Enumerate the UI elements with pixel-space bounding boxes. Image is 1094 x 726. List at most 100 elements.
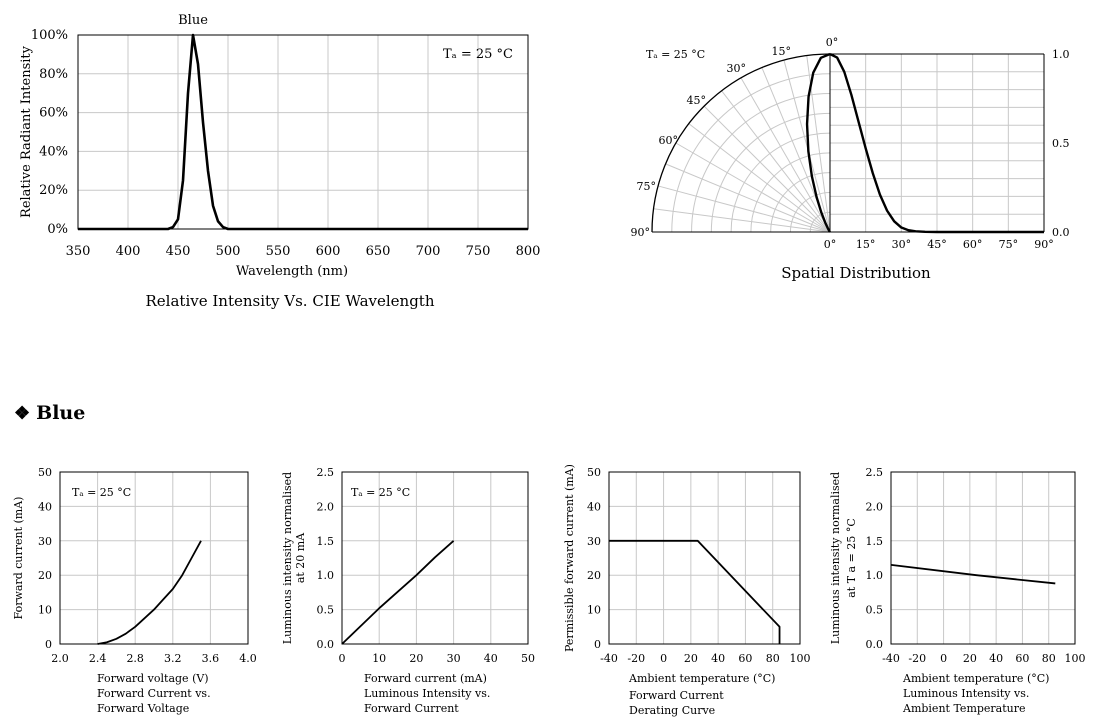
y-tick-label: 40 [38,500,52,513]
polar-grid-ray [653,208,831,233]
x-tick-label: -20 [908,652,926,665]
x-tick-label: 60 [1015,652,1029,665]
x-tick-label: 100 [790,652,811,665]
y-tick-label: 10 [38,604,52,617]
chart-caption: Luminous Intensity vs. [903,687,1029,700]
intensity-axis-label: 0.0 [1052,226,1070,239]
data-series-line [890,563,1056,585]
chart-caption: Forward Voltage [97,702,189,715]
plot-frame [608,471,801,645]
condition-annotation: Tₐ = 25 °C [646,48,705,61]
y-tick-label: 2.0 [866,500,884,513]
y-axis-label: Luminous intensity normalised [281,472,294,644]
y-tick-label: 2.0 [317,500,335,513]
y-tick-label: 0% [47,222,68,237]
y-tick-label: 40 [587,500,601,513]
polar-grid-ray [675,142,831,233]
y-axis-label: Permissible forward current (mA) [563,464,576,652]
x-tick-label: 20 [963,652,977,665]
x-tick-label: 20 [409,652,423,665]
angle-axis-label: 15° [856,238,876,251]
chart-caption: Forward Current [629,689,724,702]
x-tick-label: 40 [484,652,498,665]
condition-annotation: Tₐ = 25 °C [443,47,513,62]
diamond-bullet-icon: ❖ [14,403,31,424]
polar-angle-label: 30° [727,62,747,75]
x-tick-label: 40 [989,652,1003,665]
intensity-curve [829,52,1044,234]
chart-lt: -40 -20 0 20 40 60 80 100 0.0 0.5 1.0 1.5 2.0 2.5 Ambi… [829,466,1086,715]
polar-grid-ray [740,77,831,233]
x-tick-label: -40 [600,652,618,665]
x-tick-label: 40 [711,652,725,665]
y-tick-label: 1.0 [866,569,884,582]
data-series-line [341,540,455,645]
x-axis-label: Ambient temperature (°C) [628,672,775,685]
x-tick-label: 60 [738,652,752,665]
x-tick-label: 20 [684,652,698,665]
x-tick-label: -20 [627,652,645,665]
chart-caption: Ambient Temperature [902,702,1026,715]
x-tick-label: 350 [66,244,91,259]
chart-iv: 2.0 2.4 2.8 3.2 3.6 4.0 0 10 20 30 40 50 Tₐ = 25 °C F… [12,466,257,715]
y-tick-label: 60% [39,106,68,121]
y-axis-label: Luminous intensity normalised [829,472,842,644]
polar-grid-ray [657,185,831,233]
polar-grid-ray [721,90,831,233]
y-tick-label: 0.0 [866,638,884,651]
angle-axis-label: 90° [1034,238,1054,251]
section-heading: ❖ Blue [14,402,85,424]
x-axis-label: Wavelength (nm) [236,264,348,279]
data-series-line [78,33,528,231]
chart-spatial: 0° 15° 30° 45° 60° 75° 90° 0° 15° 30° 45° 60° 75° 90°… [631,36,1070,282]
angle-axis-label: 0° [824,238,837,251]
x-tick-label: 80 [1042,652,1056,665]
polar-angle-label: 90° [631,226,651,239]
chart-title: Relative Intensity Vs. CIE Wavelength [146,292,435,310]
plot-frame [59,471,249,645]
data-series-line [609,539,781,644]
polar-grid-ray [688,123,831,233]
series-label: Blue [178,13,208,28]
polar-angle-label: 0° [826,36,839,49]
x-tick-label: 650 [366,244,391,259]
angle-axis-label: 75° [999,238,1019,251]
x-tick-label: 30 [447,652,461,665]
x-tick-label: 80 [766,652,780,665]
angle-axis-label: 60° [963,238,983,251]
y-tick-label: 0.0 [317,638,335,651]
plot-frame [77,34,529,230]
x-tick-label: 0 [339,652,346,665]
chart-spectrum: 350 400 450 500 550 600 650 700 750 800 0% 20% 40% 60… [19,13,540,310]
chart-li: 0 10 20 30 40 50 0.0 0.5 1.0 1.5 2.0 2.5 Tₐ = 25 °C F… [281,466,535,715]
y-tick-label: 1.0 [317,569,335,582]
plot-frame [890,471,1076,645]
y-tick-label: 0 [45,638,52,651]
x-axis-label: Forward voltage (V) [97,672,209,685]
plot-frame [341,471,529,645]
angle-axis-label: 45° [927,238,947,251]
y-tick-label: 50 [38,466,52,479]
y-tick-label: 80% [39,67,68,82]
x-tick-label: -40 [882,652,900,665]
section-title: Blue [36,402,86,424]
y-axis-label: Forward current (mA) [12,497,25,620]
condition-annotation: Tₐ = 25 °C [72,486,131,499]
chart-caption: Forward Current [364,702,459,715]
y-tick-label: 0.5 [866,604,884,617]
y-tick-label: 30 [38,535,52,548]
polar-frame-arc [651,53,831,233]
y-tick-label: 0 [594,638,601,651]
chart-title: Spatial Distribution [781,264,931,282]
angle-axis-label: 30° [892,238,912,251]
x-tick-label: 400 [116,244,141,259]
x-axis-label: Forward current (mA) [364,672,487,685]
y-tick-label: 1.5 [317,535,335,548]
y-tick-label: 0.5 [317,604,335,617]
x-tick-label: 500 [216,244,241,259]
x-tick-label: 800 [516,244,541,259]
y-tick-label: 50 [587,466,601,479]
x-tick-label: 2.4 [89,652,107,665]
y-tick-label: 2.5 [866,466,884,479]
